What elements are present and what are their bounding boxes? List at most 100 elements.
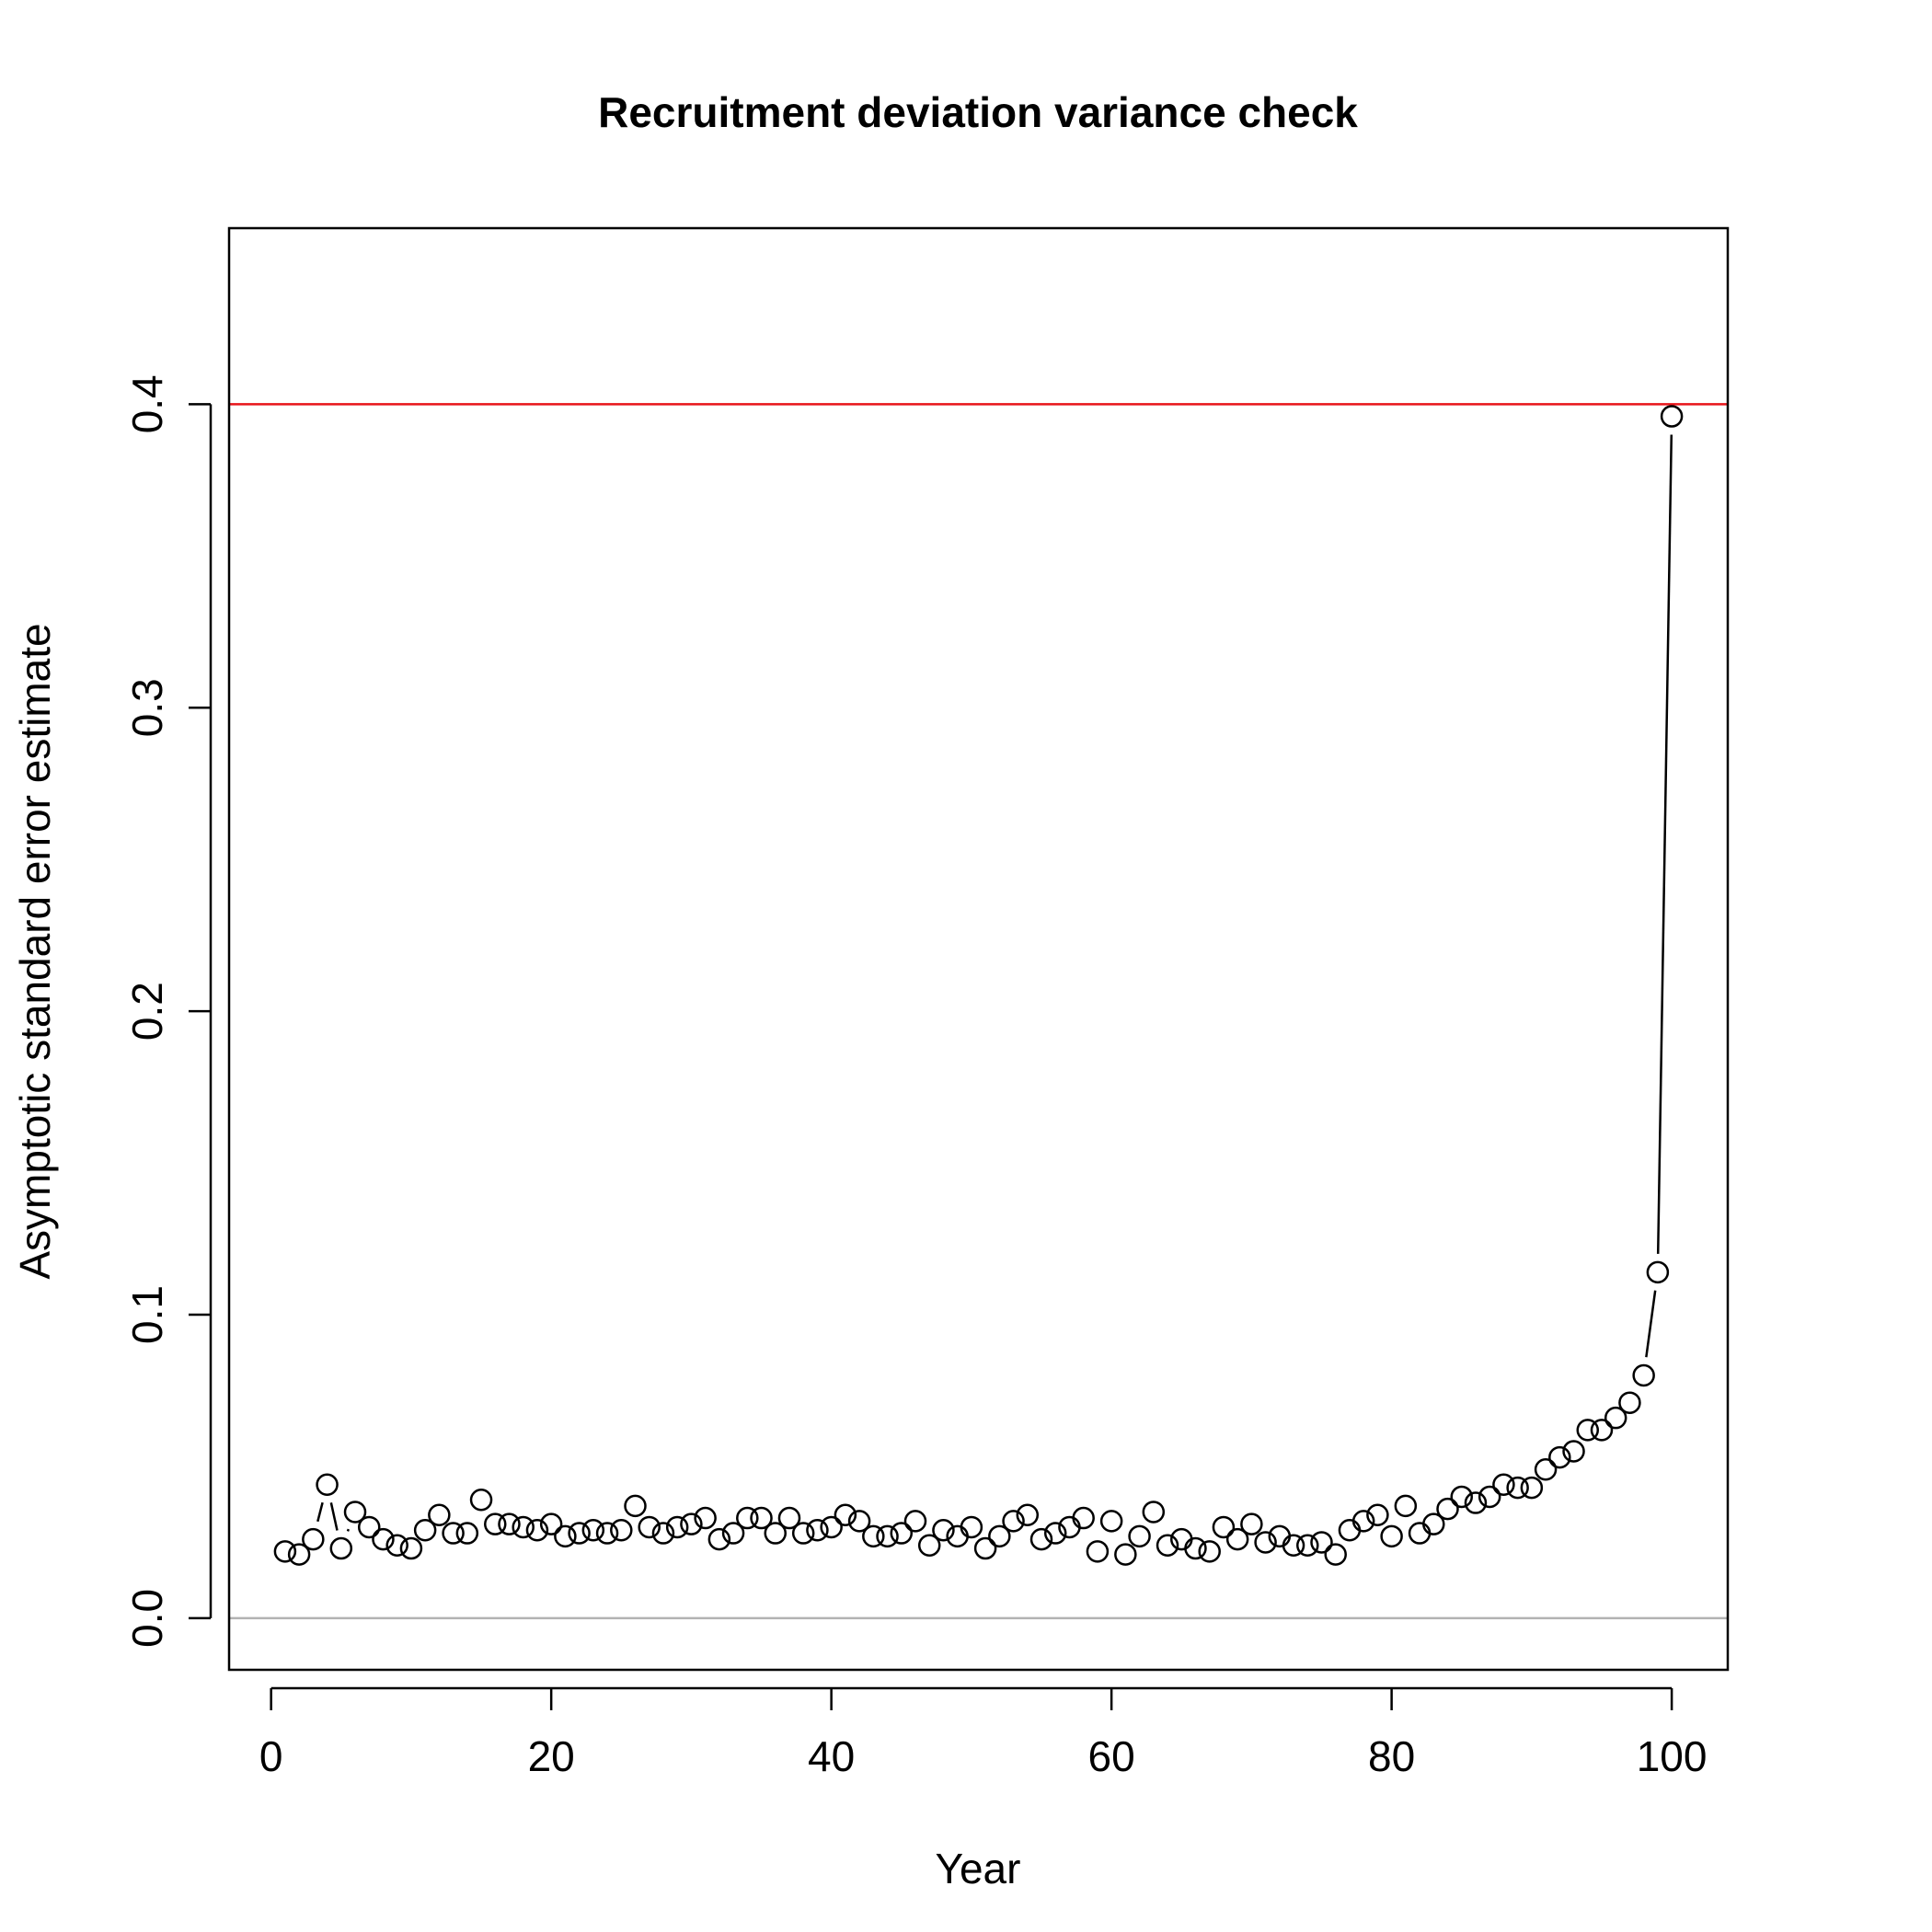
data-point (329, 1536, 353, 1560)
data-point (1604, 1406, 1627, 1430)
x-tick-label: 100 (1637, 1732, 1708, 1780)
data-point (903, 1510, 927, 1533)
data-point (413, 1518, 437, 1542)
data-point (764, 1522, 787, 1545)
data-point (694, 1506, 717, 1530)
data-point (680, 1512, 703, 1535)
data-point (1380, 1524, 1403, 1548)
x-axis-label: Year (936, 1845, 1021, 1892)
data-point (1029, 1527, 1053, 1551)
data-point (302, 1527, 325, 1551)
data-point (428, 1503, 451, 1527)
data-point (1184, 1536, 1207, 1560)
data-point (1212, 1515, 1236, 1539)
data-point (1351, 1510, 1375, 1533)
data-point (1366, 1503, 1389, 1527)
y-tick-label: 0.2 (123, 982, 171, 1041)
data-point (973, 1536, 997, 1560)
data-point (1198, 1540, 1221, 1563)
data-point (806, 1518, 829, 1542)
data-point (1099, 1510, 1123, 1533)
data-point (1464, 1491, 1488, 1514)
data-point (624, 1494, 647, 1518)
data-point (665, 1515, 689, 1539)
data-point (1618, 1391, 1641, 1414)
data-point (707, 1527, 731, 1551)
data-point (1576, 1419, 1600, 1442)
data-point (343, 1501, 367, 1524)
y-tick-label: 0.1 (123, 1285, 171, 1344)
data-point (1534, 1458, 1558, 1481)
data-point (1646, 1260, 1670, 1284)
data-point (595, 1522, 619, 1545)
data-point (1086, 1540, 1110, 1563)
data-point (316, 1473, 339, 1497)
data-point (287, 1543, 311, 1566)
data-point (721, 1522, 745, 1545)
data-point (1450, 1485, 1473, 1509)
data-point (1548, 1445, 1571, 1469)
y-tick-label: 0.3 (123, 678, 171, 737)
chart-title: Recruitment deviation variance check (598, 88, 1358, 136)
data-point (1394, 1494, 1418, 1518)
reference-lines (229, 403, 1728, 1620)
data-point (1632, 1363, 1655, 1387)
connector-segment (329, 1502, 339, 1531)
y-tick-label: 0.4 (123, 374, 171, 433)
data-point (1016, 1503, 1040, 1527)
data-point (1590, 1419, 1614, 1442)
x-tick-label: 0 (259, 1732, 283, 1780)
data-point (988, 1524, 1011, 1548)
data-point (442, 1522, 465, 1545)
x-tick-label: 20 (528, 1732, 575, 1780)
data-point (1324, 1543, 1347, 1566)
data-point (1156, 1534, 1179, 1557)
data-point (581, 1518, 605, 1542)
data-point (1128, 1524, 1151, 1548)
connector-segment (316, 1501, 324, 1523)
data-point (1296, 1534, 1319, 1557)
data-point (876, 1524, 899, 1548)
data-point (568, 1522, 591, 1545)
data-point (960, 1515, 983, 1539)
data-point (638, 1515, 661, 1539)
data-point (273, 1540, 297, 1563)
data-point (847, 1510, 871, 1533)
data-point (525, 1518, 549, 1542)
data-point (1520, 1476, 1544, 1500)
data-point (1114, 1543, 1137, 1566)
data-point (1072, 1506, 1095, 1530)
data-point (890, 1522, 914, 1545)
plot-frame (227, 226, 1730, 1672)
x-tick-label: 60 (1088, 1732, 1135, 1780)
data-point (791, 1522, 815, 1545)
series (273, 405, 1684, 1566)
data-point (750, 1506, 773, 1530)
y-tick-label: 0.0 (123, 1589, 171, 1648)
x-axis: 0 20 40 60 80 100 (259, 1686, 1708, 1780)
data-point (1562, 1440, 1585, 1463)
data-point (932, 1518, 955, 1542)
data-point (1310, 1531, 1333, 1554)
data-point (399, 1536, 423, 1560)
data-point (1506, 1476, 1529, 1500)
data-point (917, 1534, 941, 1557)
data-point (554, 1524, 577, 1548)
data-point (1282, 1534, 1305, 1557)
y-axis-label: Asymptotic standard error estimate (11, 623, 59, 1279)
data-point (357, 1515, 381, 1539)
data-point (469, 1489, 493, 1512)
data-point (512, 1515, 535, 1539)
data-point (1043, 1522, 1067, 1545)
y-axis: 0.0 0.1 0.2 0.3 0.4 (123, 374, 213, 1648)
data-point (1240, 1512, 1263, 1535)
connector-segment (1656, 434, 1673, 1254)
data-point (1422, 1512, 1445, 1535)
data-point (1142, 1501, 1166, 1524)
data-point (1002, 1510, 1025, 1533)
data-point (1338, 1518, 1362, 1542)
data-point (610, 1518, 633, 1542)
data-point (455, 1522, 479, 1545)
data-point (372, 1527, 395, 1551)
